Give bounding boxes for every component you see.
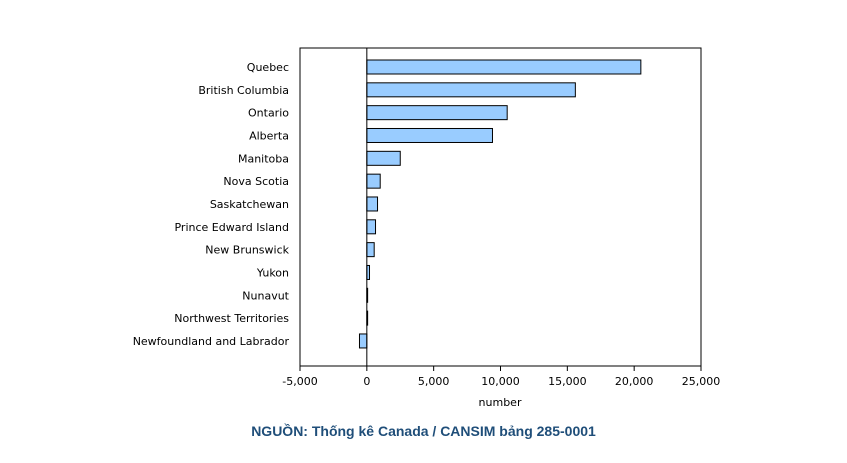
- bar-manitoba: [366, 150, 401, 166]
- category-label: Yukon: [256, 266, 289, 279]
- category-label: Nunavut: [242, 289, 289, 302]
- bar-british-columbia: [366, 82, 576, 98]
- category-label: Alberta: [249, 129, 289, 142]
- category-label: Manitoba: [238, 152, 289, 165]
- bar-new-brunswick: [366, 242, 375, 258]
- bar-saskatchewan: [366, 196, 379, 212]
- x-axis-title: number: [479, 396, 522, 409]
- category-label: New Brunswick: [205, 244, 289, 257]
- category-labels: Quebec British Columbia Ontario Alberta Mani…: [133, 61, 290, 348]
- category-label: Nova Scotia: [223, 175, 289, 188]
- category-label: Prince Edward Island: [174, 221, 289, 234]
- category-label: Quebec: [247, 61, 289, 74]
- category-label: Saskatchewan: [210, 198, 289, 211]
- x-tick-label: -5,000: [282, 375, 317, 388]
- x-tick-label: 10,000: [481, 375, 520, 388]
- source-note: NGUỒN: Thống kê Canada / CANSIM bảng 285…: [251, 423, 596, 439]
- category-label: Newfoundland and Labrador: [133, 335, 290, 348]
- bar-prince-edward-island: [366, 219, 377, 235]
- x-tick-label: 5,000: [418, 375, 450, 388]
- bar-newfoundland-and-labrador: [358, 333, 368, 349]
- x-tick-label: 20,000: [615, 375, 654, 388]
- x-tick-label: 0: [363, 375, 370, 388]
- bar-alberta: [366, 127, 493, 143]
- category-label: Northwest Territories: [174, 312, 289, 325]
- bar-nova-scotia: [366, 173, 381, 189]
- x-tick-label: 25,000: [682, 375, 721, 388]
- x-tick-label: 15,000: [548, 375, 587, 388]
- category-label: British Columbia: [198, 84, 289, 97]
- bar-chart: Quebec British Columbia Ontario Alberta Mani…: [133, 47, 720, 409]
- bars-group: [358, 59, 642, 349]
- bar-ontario: [366, 105, 508, 121]
- bar-quebec: [366, 59, 642, 75]
- x-axis-ticks: -5,000 0 5,000 10,000 15,000 20,000 25,000: [282, 366, 720, 388]
- category-label: Ontario: [248, 107, 289, 120]
